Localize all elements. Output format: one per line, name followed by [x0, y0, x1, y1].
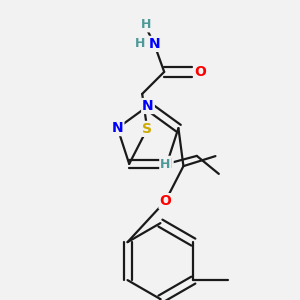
Text: O: O [160, 194, 171, 208]
Text: S: S [142, 122, 152, 136]
Text: O: O [194, 65, 206, 79]
Text: N: N [161, 157, 172, 171]
Text: N: N [142, 99, 154, 113]
Text: H: H [135, 38, 146, 50]
Text: N: N [148, 37, 160, 51]
Text: H: H [141, 18, 152, 32]
Text: N: N [112, 121, 123, 135]
Text: H: H [160, 158, 171, 171]
